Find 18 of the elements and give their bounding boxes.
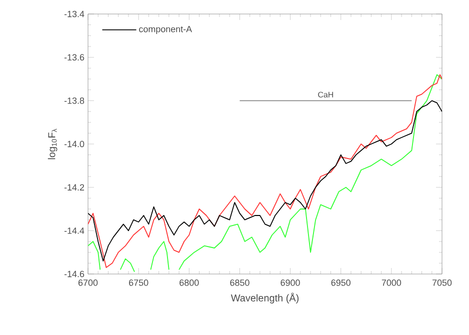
x-tick-label: 6900: [280, 280, 300, 286]
x-tick-label: 7000: [382, 280, 402, 286]
y-axis-title: log$_{10}$F$_{λ}$: [48, 128, 58, 160]
y-tick-label: -14.6: [64, 270, 84, 278]
x-tick-label: 6850: [230, 280, 250, 286]
x-tick-label: 7050: [432, 280, 452, 286]
x-tick-label: 6800: [180, 280, 199, 286]
x-tick-label: 6950: [331, 280, 350, 286]
x-axis-title: Wavelength (Å): [230, 292, 299, 304]
y-tick-label: -14.0: [64, 140, 84, 148]
y-tick-label: -13.4: [64, 10, 84, 18]
y-tick-label: -13.6: [64, 54, 84, 61]
y-tick-label: -14.4: [64, 228, 84, 234]
x-tick-label: 6700: [78, 280, 98, 286]
x-tick-label: 6750: [129, 280, 148, 286]
y-tick-label: -14.2: [64, 184, 84, 190]
y-tick-label: -13.8: [64, 97, 84, 104]
legend-label: component-A: [139, 26, 192, 34]
